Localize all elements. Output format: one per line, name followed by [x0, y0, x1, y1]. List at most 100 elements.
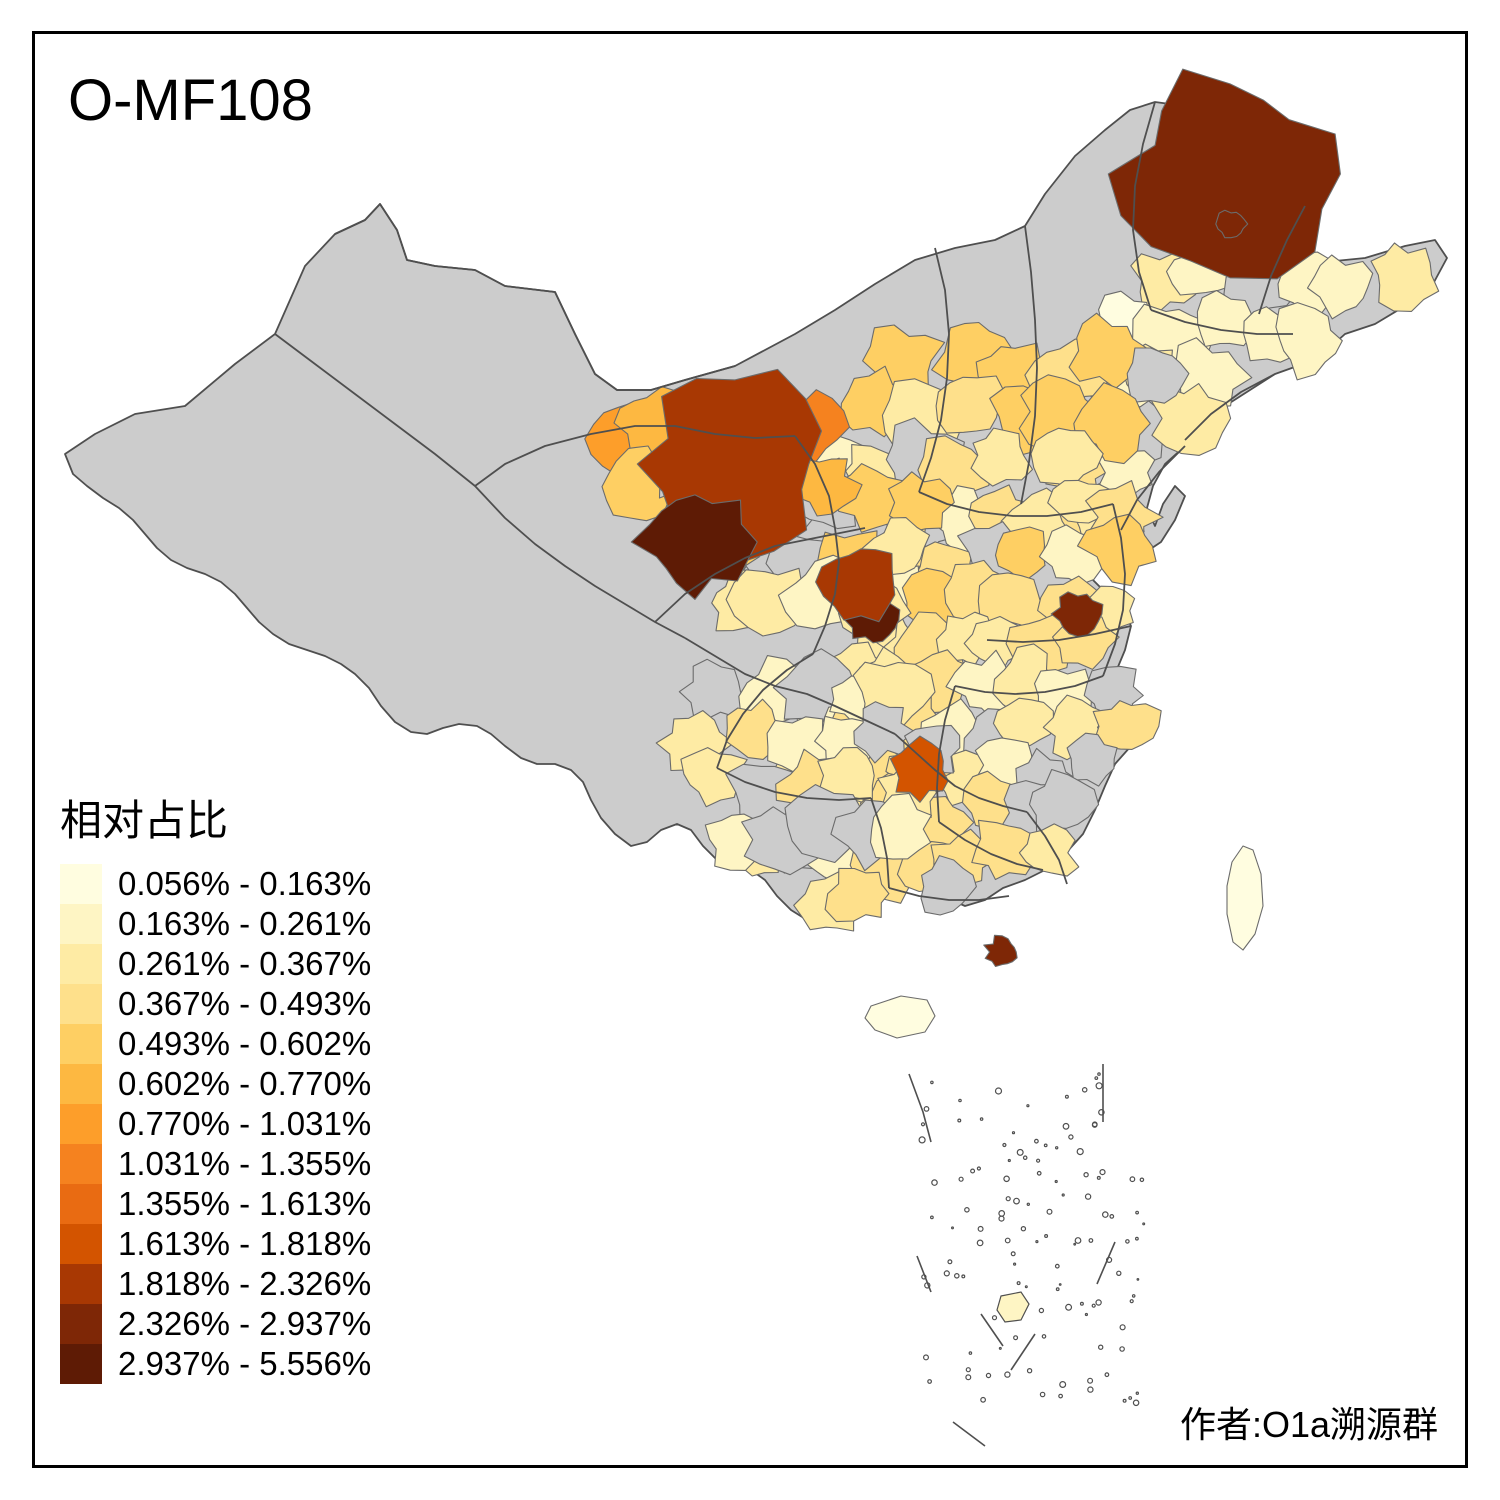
china-choropleth-map — [35, 34, 1465, 1465]
sea-islet — [1135, 1210, 1139, 1215]
legend-label: 1.613% - 1.818% — [118, 1225, 372, 1262]
sea-islet — [958, 1098, 962, 1103]
legend-swatch — [60, 904, 102, 944]
legend-label: 0.770% - 1.031% — [118, 1105, 372, 1142]
province-border — [918, 491, 1114, 517]
province-border — [894, 733, 1028, 813]
sea-islet — [1038, 1307, 1045, 1314]
prefecture-region-highlight — [1107, 68, 1341, 280]
sea-islet — [1142, 1222, 1146, 1226]
prefecture-region — [888, 471, 955, 533]
legend-row: 2.937% - 5.556% — [60, 1344, 480, 1384]
legend-label: 0.367% - 0.493% — [118, 985, 372, 1022]
sea-islet — [970, 1168, 976, 1174]
sea-islet — [1068, 1134, 1074, 1140]
sea-islet — [1012, 1262, 1017, 1266]
legend-swatch — [60, 984, 102, 1024]
sea-islet — [998, 1215, 1005, 1222]
legend-row: 0.261% - 0.367% — [60, 944, 480, 984]
sea-islet — [998, 1209, 1006, 1217]
sea-islet — [1026, 1367, 1033, 1374]
legend-label: 2.326% - 2.937% — [118, 1305, 372, 1342]
sea-islet — [958, 1176, 964, 1182]
sea-islet — [1005, 1196, 1011, 1202]
sea-islet — [1095, 1082, 1103, 1090]
sea-islet — [994, 1087, 1003, 1095]
prefecture-region — [1306, 254, 1374, 320]
province-border — [794, 435, 840, 655]
sea-islet — [1087, 1377, 1094, 1384]
sea-islet-highlight — [996, 1291, 1030, 1323]
sea-islet — [943, 1270, 950, 1277]
hainan-region — [864, 995, 936, 1039]
sea-islet — [1125, 1239, 1130, 1244]
province-border — [334, 203, 736, 391]
province-border — [716, 767, 872, 801]
legend-swatch — [60, 1344, 102, 1384]
sea-islet — [1129, 1176, 1136, 1183]
sea-islet — [1091, 1303, 1096, 1308]
legend-swatch — [60, 1144, 102, 1184]
sea-islet — [1055, 1146, 1059, 1150]
sea-islet — [1011, 1131, 1016, 1135]
legend-row: 0.056% - 0.163% — [60, 864, 480, 904]
sea-islet — [979, 1117, 984, 1121]
province-border — [654, 527, 866, 623]
province-border — [888, 887, 1010, 901]
sea-islet — [1024, 1285, 1028, 1289]
sea-islet — [1135, 1391, 1140, 1395]
sea-islet — [1122, 1398, 1127, 1403]
sea-islet — [1084, 1312, 1089, 1317]
sea-islet — [1039, 1391, 1046, 1398]
legend-swatch — [60, 864, 102, 904]
sea-islet — [977, 1225, 984, 1232]
sea-islet — [1136, 1277, 1140, 1281]
sea-islet — [927, 1379, 932, 1384]
prefecture-region-highlight — [983, 934, 1018, 968]
sea-islet — [1002, 1142, 1007, 1148]
sea-islet — [1096, 1175, 1101, 1180]
sea-islet — [1059, 1380, 1067, 1388]
sea-islet — [985, 1372, 992, 1379]
prefecture-region-highlight — [1050, 591, 1104, 638]
legend-label: 0.163% - 0.261% — [118, 905, 372, 942]
sea-islet — [1065, 1303, 1073, 1311]
sea-islet — [1097, 1344, 1104, 1350]
sea-islet — [1102, 1211, 1109, 1218]
sea-islet — [1055, 1287, 1060, 1292]
legend-row: 1.613% - 1.818% — [60, 1224, 480, 1264]
sea-islet — [1128, 1396, 1133, 1400]
sea-islet — [920, 1122, 926, 1127]
sea-islet — [976, 1166, 982, 1171]
prefecture-region — [1092, 700, 1162, 750]
province-border — [1184, 373, 1276, 441]
legend-row: 2.326% - 2.937% — [60, 1304, 480, 1344]
prefecture-region — [1030, 427, 1104, 487]
sea-islet — [980, 1396, 986, 1403]
sea-islet — [1079, 1301, 1084, 1306]
province-border — [1102, 503, 1126, 677]
sea-islet — [918, 1136, 926, 1144]
page-title: O-MF108 — [68, 68, 313, 133]
sea-islet — [1003, 1175, 1010, 1183]
sea-islet — [1084, 1193, 1092, 1200]
legend-row: 1.031% - 1.355% — [60, 1144, 480, 1184]
province-border — [684, 637, 896, 735]
prefecture-region — [772, 648, 857, 727]
sea-islet — [998, 1346, 1002, 1350]
legend-row: 0.163% - 0.261% — [60, 904, 480, 944]
attribution-text: 作者:O1a溯源群 — [1179, 1404, 1438, 1445]
sea-islet — [1016, 1148, 1024, 1156]
sea-islet — [1026, 1202, 1031, 1207]
prefecture-region — [935, 375, 1005, 434]
sea-islet — [1061, 1193, 1065, 1197]
sea-islet — [1095, 1299, 1102, 1306]
sea-islet — [923, 1105, 930, 1112]
legend-swatch — [60, 1064, 102, 1104]
sea-islet — [924, 1282, 931, 1289]
sea-islet — [947, 1259, 953, 1265]
sea-islet — [922, 1354, 929, 1361]
sea-islet — [1022, 1155, 1028, 1161]
sea-islet — [1088, 1238, 1094, 1243]
sea-islet — [1035, 1158, 1041, 1163]
